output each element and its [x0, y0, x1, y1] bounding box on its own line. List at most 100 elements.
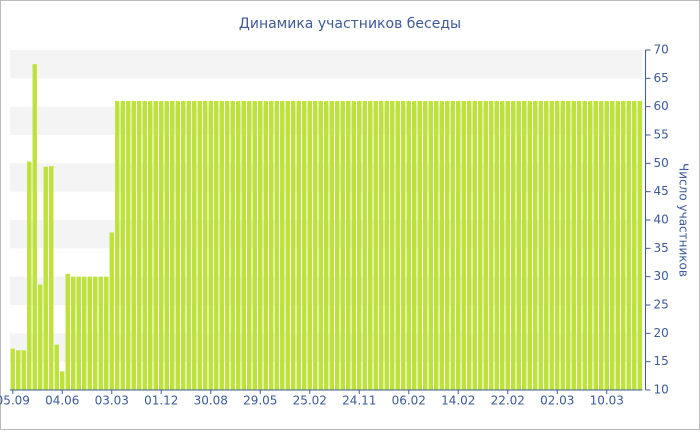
- bar: [60, 371, 65, 390]
- bar: [49, 166, 54, 390]
- bar: [395, 101, 400, 390]
- bar: [577, 101, 582, 390]
- bar: [230, 101, 235, 390]
- y-tick-label: 50: [654, 156, 669, 170]
- bar: [555, 101, 560, 390]
- bar: [417, 101, 422, 390]
- bar: [472, 101, 477, 390]
- bar: [236, 101, 241, 390]
- x-tick-label: 02.03: [540, 394, 574, 408]
- bar: [21, 350, 26, 390]
- bar: [588, 101, 593, 390]
- x-tick-label: 29.05: [243, 394, 277, 408]
- x-tick-label: 03.03: [95, 394, 129, 408]
- x-tick-label: 06.02: [392, 394, 426, 408]
- bar: [615, 101, 620, 390]
- bar: [384, 101, 389, 390]
- bar: [445, 101, 450, 390]
- bar: [439, 101, 444, 390]
- bar: [214, 101, 219, 390]
- bar: [27, 161, 32, 390]
- bar: [247, 101, 252, 390]
- bar: [197, 101, 202, 390]
- bar: [340, 101, 345, 390]
- bar: [500, 101, 505, 390]
- bar: [76, 276, 81, 390]
- bar: [478, 101, 483, 390]
- x-tick-label: 22.02: [491, 394, 525, 408]
- bar: [368, 101, 373, 390]
- bar: [637, 101, 642, 390]
- bar: [318, 101, 323, 390]
- bar: [489, 101, 494, 390]
- bar: [109, 232, 114, 390]
- bar: [483, 101, 488, 390]
- bar: [346, 101, 351, 390]
- y-tick-label: 70: [654, 43, 669, 57]
- bar: [192, 101, 197, 390]
- bar: [599, 101, 604, 390]
- bar: [604, 101, 609, 390]
- bar: [115, 101, 120, 390]
- y-tick-label: 65: [654, 71, 669, 85]
- bar: [335, 101, 340, 390]
- bar: [32, 64, 37, 391]
- y-tick-label: 55: [654, 128, 669, 142]
- bar: [401, 101, 406, 390]
- bar: [186, 101, 191, 390]
- bar: [203, 101, 208, 390]
- bar: [126, 101, 131, 390]
- bar: [170, 101, 175, 390]
- bar: [593, 101, 598, 390]
- y-tick-label: 45: [654, 184, 669, 198]
- bar: [10, 348, 15, 390]
- bar: [412, 101, 417, 390]
- bar: [175, 101, 180, 390]
- bar: [280, 101, 285, 390]
- bar: [164, 101, 169, 390]
- bar: [313, 101, 318, 390]
- x-tick-label: 04.06: [45, 394, 79, 408]
- bar: [632, 101, 637, 390]
- bar: [621, 101, 626, 390]
- bar: [516, 101, 521, 390]
- bar: [148, 101, 153, 390]
- bar: [137, 101, 142, 390]
- bar: [87, 276, 92, 390]
- bar: [131, 101, 136, 390]
- bar: [505, 101, 510, 390]
- grid-band: [10, 50, 643, 79]
- bar: [329, 101, 334, 390]
- x-tick-label: 25.02: [293, 394, 327, 408]
- bar: [98, 276, 103, 390]
- bar: [93, 276, 98, 390]
- chart-title: Динамика участников беседы: [239, 16, 461, 32]
- bar: [626, 101, 631, 390]
- y-tick-label: 30: [654, 269, 669, 283]
- bar: [159, 101, 164, 390]
- bar: [225, 101, 230, 390]
- bar: [296, 101, 301, 390]
- bar: [71, 276, 76, 390]
- bar: [38, 284, 43, 390]
- bar: [494, 101, 499, 390]
- bar: [357, 101, 362, 390]
- bar: [571, 101, 576, 390]
- y-tick-label: 25: [654, 298, 669, 312]
- bar: [450, 101, 455, 390]
- bar: [467, 101, 472, 390]
- x-tick-label: 05.09: [0, 394, 30, 408]
- bar: [582, 101, 587, 390]
- y-tick-label: 20: [654, 326, 669, 340]
- x-tick-label: 14.02: [441, 394, 475, 408]
- bar: [461, 101, 466, 390]
- x-tick-label: 01.12: [144, 394, 178, 408]
- bar: [538, 101, 543, 390]
- x-tick-label: 10.03: [590, 394, 624, 408]
- bar: [544, 101, 549, 390]
- y-tick-label: 40: [654, 213, 669, 227]
- bar: [241, 101, 246, 390]
- y-axis-title: Число участников: [677, 163, 691, 277]
- bar: [351, 101, 356, 390]
